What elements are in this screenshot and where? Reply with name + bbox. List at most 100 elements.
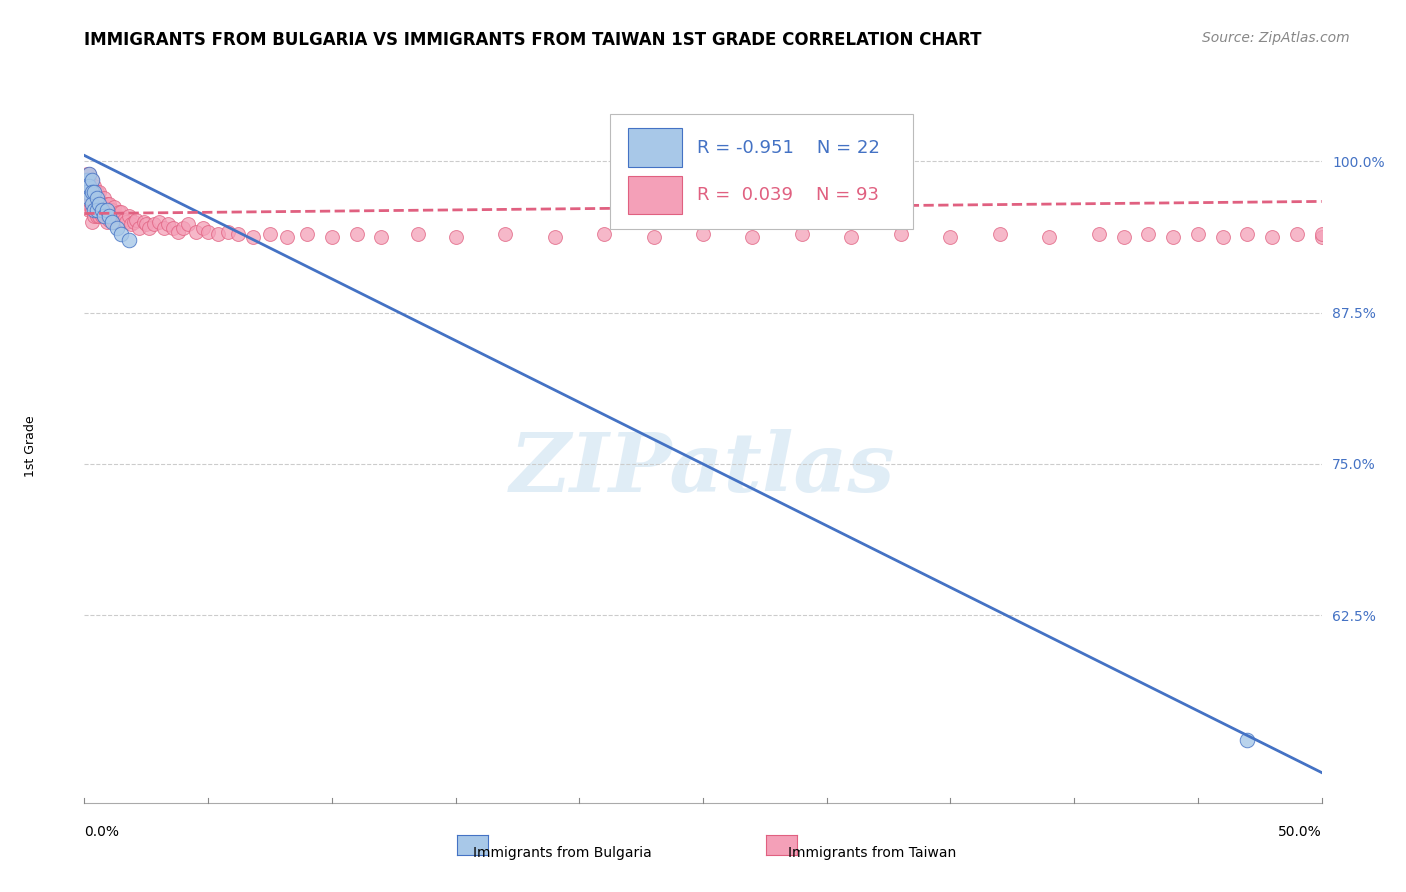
Text: ZIPatlas: ZIPatlas bbox=[510, 429, 896, 508]
Point bbox=[120, 218, 142, 232]
Point bbox=[1137, 227, 1160, 241]
Point bbox=[83, 191, 105, 205]
Point bbox=[1088, 227, 1111, 241]
Point bbox=[988, 227, 1011, 241]
Point bbox=[152, 221, 174, 235]
Point bbox=[643, 229, 665, 244]
Point bbox=[197, 225, 219, 239]
Point bbox=[83, 178, 105, 193]
Point bbox=[494, 227, 516, 241]
Point bbox=[98, 197, 121, 211]
Point bbox=[100, 202, 122, 217]
Point bbox=[276, 229, 298, 244]
Point bbox=[890, 227, 912, 241]
Point bbox=[93, 209, 115, 223]
Point bbox=[184, 225, 207, 239]
Point bbox=[86, 191, 108, 205]
Point bbox=[242, 229, 264, 244]
Point bbox=[79, 185, 101, 199]
Point bbox=[132, 215, 155, 229]
Point bbox=[1161, 229, 1184, 244]
Point bbox=[1310, 227, 1333, 241]
Point bbox=[105, 221, 128, 235]
Point bbox=[217, 225, 239, 239]
FancyBboxPatch shape bbox=[627, 176, 682, 214]
FancyBboxPatch shape bbox=[610, 114, 914, 229]
Point bbox=[76, 185, 98, 199]
Point bbox=[86, 209, 108, 223]
Point bbox=[86, 202, 108, 217]
Point bbox=[93, 191, 115, 205]
Point bbox=[142, 218, 165, 232]
Point bbox=[96, 202, 118, 217]
Point bbox=[162, 221, 184, 235]
Text: Immigrants from Bulgaria: Immigrants from Bulgaria bbox=[472, 846, 652, 860]
Point bbox=[408, 227, 430, 241]
Point bbox=[1187, 227, 1209, 241]
Point bbox=[80, 172, 103, 186]
Point bbox=[790, 227, 813, 241]
Point bbox=[108, 205, 131, 219]
Point bbox=[79, 167, 101, 181]
Point bbox=[207, 227, 229, 241]
Point bbox=[76, 167, 98, 181]
Point bbox=[80, 191, 103, 205]
Point bbox=[1212, 229, 1234, 244]
Point bbox=[89, 197, 111, 211]
Point bbox=[100, 215, 122, 229]
Point bbox=[122, 215, 145, 229]
Point bbox=[118, 209, 141, 223]
Point bbox=[118, 233, 141, 247]
Point bbox=[80, 202, 103, 217]
Point bbox=[1038, 229, 1060, 244]
Point bbox=[96, 215, 118, 229]
Point bbox=[79, 191, 101, 205]
Point bbox=[89, 197, 111, 211]
Text: R = -0.951    N = 22: R = -0.951 N = 22 bbox=[697, 138, 880, 157]
Point bbox=[79, 202, 101, 217]
Point bbox=[167, 225, 190, 239]
Point bbox=[125, 212, 148, 227]
Point bbox=[80, 215, 103, 229]
Point bbox=[76, 185, 98, 199]
Point bbox=[103, 215, 125, 229]
Point bbox=[115, 215, 138, 229]
Point bbox=[543, 229, 565, 244]
Point bbox=[346, 227, 368, 241]
Point bbox=[80, 185, 103, 199]
Point bbox=[112, 212, 135, 227]
Point bbox=[128, 221, 150, 235]
Point bbox=[1285, 227, 1308, 241]
Point bbox=[692, 227, 714, 241]
Point bbox=[157, 218, 180, 232]
Point bbox=[79, 172, 101, 186]
Text: Immigrants from Taiwan: Immigrants from Taiwan bbox=[787, 846, 956, 860]
Point bbox=[80, 172, 103, 186]
Point bbox=[90, 209, 112, 223]
Point bbox=[1261, 229, 1284, 244]
Point bbox=[76, 197, 98, 211]
Text: 1st Grade: 1st Grade bbox=[24, 415, 38, 477]
Point bbox=[79, 178, 101, 193]
Point bbox=[96, 197, 118, 211]
Point bbox=[177, 218, 200, 232]
Point bbox=[98, 209, 121, 223]
Point bbox=[83, 209, 105, 223]
Point bbox=[89, 209, 111, 223]
Point bbox=[295, 227, 318, 241]
Point bbox=[83, 202, 105, 217]
Point bbox=[593, 227, 616, 241]
Point bbox=[191, 221, 214, 235]
Point bbox=[148, 215, 170, 229]
Point bbox=[444, 229, 467, 244]
Point bbox=[939, 229, 962, 244]
Point bbox=[1236, 227, 1258, 241]
Point bbox=[90, 197, 112, 211]
Point bbox=[79, 197, 101, 211]
Point bbox=[1310, 229, 1333, 244]
Point bbox=[90, 202, 112, 217]
Point bbox=[321, 229, 343, 244]
Point bbox=[86, 185, 108, 199]
Point bbox=[83, 185, 105, 199]
Point bbox=[105, 209, 128, 223]
